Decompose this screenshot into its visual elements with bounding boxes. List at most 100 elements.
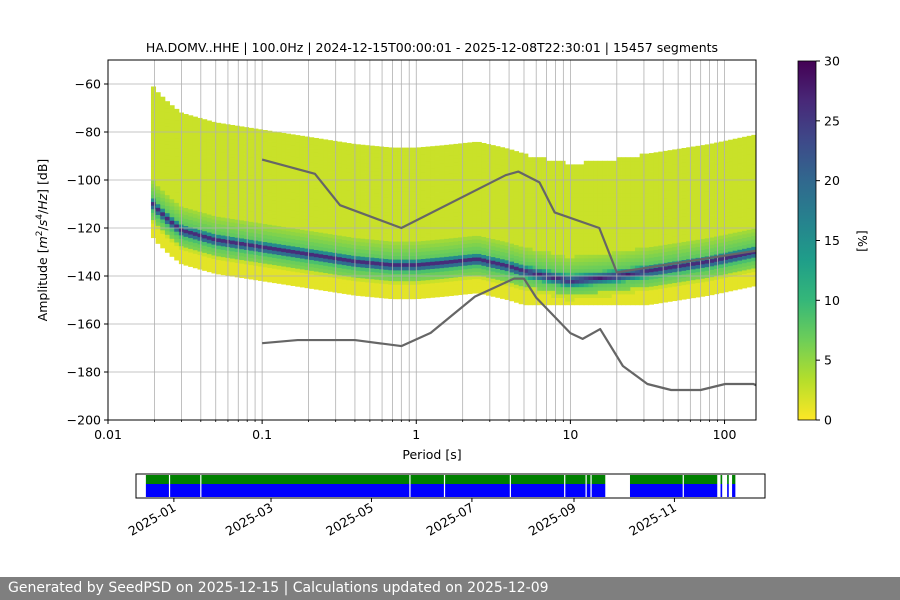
heatmap-cell [667, 150, 673, 155]
heatmap-cell [383, 182, 389, 187]
heatmap-cell [481, 153, 487, 158]
heatmap-cell [495, 200, 501, 205]
heatmap-cell [681, 173, 687, 178]
heatmap-cell [402, 187, 408, 192]
heatmap-cell [392, 205, 399, 210]
heatmap-cell [611, 286, 617, 291]
heatmap-cell [565, 247, 571, 252]
heatmap-cell [662, 215, 668, 220]
heatmap-cell [444, 209, 450, 214]
heatmap-cell [430, 214, 436, 219]
heatmap-cell [169, 105, 175, 110]
heatmap-cell [579, 232, 585, 237]
heatmap-cell [500, 273, 506, 278]
heatmap-cell [323, 189, 329, 194]
heatmap-cell [346, 157, 352, 162]
heatmap-cell [648, 235, 655, 240]
heatmap-cell [174, 126, 180, 131]
heatmap-cell [258, 165, 264, 170]
heatmap-cell [453, 287, 459, 292]
heatmap-cell [686, 255, 692, 260]
heatmap-cell [662, 154, 668, 159]
heatmap-cell [527, 189, 533, 194]
heatmap-cell [220, 202, 226, 207]
heatmap-cell [644, 193, 650, 198]
heatmap-cell [383, 290, 389, 295]
heatmap-cell [555, 265, 561, 270]
heatmap-cell [602, 247, 608, 252]
heatmap-cell [337, 253, 343, 258]
heatmap-cell [472, 217, 478, 222]
heatmap-cell [397, 194, 403, 199]
heatmap-cell [244, 170, 250, 175]
heatmap-cell [374, 286, 380, 291]
heatmap-cell [281, 168, 287, 173]
heatmap-cell [546, 211, 552, 216]
heatmap-cell [597, 254, 603, 259]
heatmap-cell [634, 258, 641, 262]
heatmap-cell [574, 276, 580, 280]
heatmap-cell [365, 156, 371, 160]
heatmap-cell [588, 286, 594, 291]
heatmap-cell [379, 157, 385, 162]
heatmap-cell [467, 164, 473, 169]
heatmap-cell [155, 196, 161, 201]
heatmap-cell [676, 181, 682, 186]
heatmap-cell [411, 295, 417, 300]
heatmap-cell [672, 243, 678, 248]
heatmap-cell [174, 216, 180, 221]
heatmap-cell [583, 258, 589, 262]
heatmap-cell [644, 279, 650, 284]
heatmap-cell [639, 297, 645, 302]
heatmap-cell [430, 221, 436, 226]
heatmap-cell [523, 178, 529, 183]
heatmap-cell [188, 201, 194, 206]
heatmap-cell [150, 126, 157, 131]
heatmap-cell [271, 214, 278, 219]
heatmap-cell [634, 286, 641, 291]
heatmap-cell [546, 222, 552, 226]
heatmap-cell [239, 151, 245, 156]
heatmap-cell [169, 184, 175, 189]
heatmap-cell [155, 113, 161, 118]
heatmap-cell [704, 230, 710, 235]
heatmap-cell [486, 176, 492, 181]
heatmap-cell [341, 210, 347, 215]
heatmap-cell [220, 209, 226, 214]
heatmap-cell [676, 271, 682, 276]
heatmap-cell [541, 268, 547, 273]
heatmap-cell [192, 188, 198, 193]
heatmap-cell [648, 207, 655, 212]
heatmap-cell [583, 254, 589, 259]
heatmap-cell [351, 147, 357, 152]
heatmap-cell [686, 165, 692, 170]
heatmap-cell [188, 172, 194, 177]
heatmap-cell [634, 240, 641, 244]
heatmap-cell [681, 198, 687, 203]
heatmap-cell [281, 143, 287, 148]
heatmap-cell [332, 194, 338, 199]
heatmap-cell [188, 262, 194, 267]
heatmap-cell [216, 259, 222, 264]
heatmap-cell [481, 261, 487, 266]
heatmap-cell [425, 196, 431, 201]
heatmap-cell [281, 233, 287, 238]
heatmap-cell [602, 294, 608, 298]
heatmap-cell [639, 240, 645, 244]
heatmap-cell [271, 135, 278, 140]
heatmap-cell [448, 169, 454, 174]
heatmap-cell [230, 240, 236, 245]
heatmap-cell [248, 235, 254, 240]
heatmap-cell [639, 250, 645, 255]
heatmap-cell [453, 172, 459, 177]
heatmap-cell [695, 214, 701, 219]
heatmap-cell [490, 202, 496, 207]
heatmap-cell [211, 161, 217, 166]
heatmap-cell [337, 206, 343, 211]
heatmap-cell [630, 193, 636, 198]
heatmap-cell [518, 152, 524, 157]
heatmap-cell [304, 280, 310, 285]
heatmap-cell [569, 222, 575, 226]
heatmap-cell [313, 206, 319, 211]
heatmap-cell [448, 183, 454, 188]
